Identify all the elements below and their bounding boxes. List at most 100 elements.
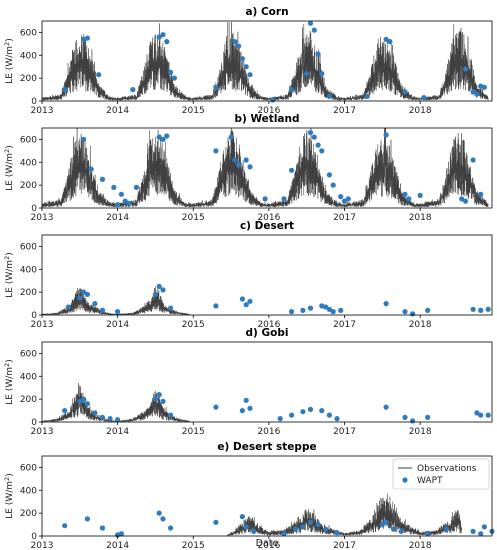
wapt-point: [262, 196, 268, 202]
wapt-point: [156, 34, 162, 40]
wapt-point: [326, 412, 332, 418]
wapt-point: [323, 526, 329, 532]
legend: Observations WAPT: [392, 458, 490, 490]
wapt-point: [289, 87, 295, 93]
wapt-point: [92, 410, 98, 416]
wapt-point: [478, 412, 484, 418]
observations-line: [42, 286, 190, 315]
y-tick-label: 0: [31, 532, 37, 542]
x-tick-label: 2018: [409, 213, 432, 223]
wapt-point: [334, 530, 340, 536]
wapt-point: [62, 408, 68, 414]
wapt-point: [326, 172, 332, 178]
y-axis-label: LE (W/m2): [3, 359, 15, 404]
wapt-point: [334, 416, 340, 422]
wapt-point: [126, 200, 132, 206]
wapt-point: [160, 287, 166, 293]
wapt-point: [338, 307, 344, 313]
wapt-point: [168, 525, 174, 531]
wapt-point: [425, 414, 431, 420]
wapt-point: [232, 157, 238, 163]
wapt-point: [402, 414, 408, 420]
y-tick-label: 200: [20, 509, 37, 519]
y-tick-label: 600: [20, 463, 37, 473]
wapt-point: [92, 301, 98, 307]
wapt-point: [62, 87, 68, 93]
wapt-point: [247, 72, 253, 78]
wapt-point: [470, 528, 476, 535]
y-tick-label: 400: [20, 486, 37, 496]
x-tick-label: 2015: [182, 320, 205, 330]
panel-1: a) Corn 0 200 400 600 2013 2014 2015 2016 2017 201…: [3, 6, 493, 116]
x-tick-label: 2016: [257, 320, 280, 330]
wapt-point: [168, 69, 174, 75]
wapt-point: [289, 309, 295, 315]
x-tick-label: 2014: [106, 320, 129, 330]
observations-line: [42, 22, 489, 101]
x-tick-label: 2018: [409, 541, 432, 550]
wapt-point: [425, 531, 431, 537]
wapt-point: [410, 418, 416, 424]
x-tick-label: 2017: [333, 320, 356, 330]
panel-2: b) Wetland 0 200 400 600 2013 2014 2015 2016 2017…: [3, 113, 493, 223]
wapt-point: [236, 162, 242, 168]
wapt-point: [383, 132, 389, 138]
y-axis-label: LE (W/m2): [3, 38, 15, 83]
wapt-point: [152, 291, 158, 297]
panel-3: c) Desert 0 200 400 600 2013 2014 2015 2016 2017 2…: [3, 220, 493, 330]
y-tick-label: 600: [20, 135, 37, 145]
wapt-point: [421, 95, 427, 101]
wapt-point: [88, 166, 94, 172]
wapt-point: [156, 283, 162, 289]
wapt-point: [307, 130, 314, 136]
wapt-point: [300, 307, 306, 313]
x-tick-label: 2018: [409, 106, 432, 116]
wapt-point: [315, 142, 321, 148]
wapt-point: [251, 528, 257, 535]
wapt-point: [330, 309, 336, 315]
wapt-point: [315, 522, 321, 528]
wapt-point: [84, 291, 90, 297]
x-tick-label: 2015: [182, 427, 205, 437]
wapt-point: [383, 36, 389, 42]
legend-wapt-swatch: [402, 477, 408, 483]
wapt-point: [474, 410, 480, 416]
wapt-point: [213, 519, 219, 525]
y-tick-label: 0: [31, 204, 37, 214]
x-tick-label: 2018: [409, 427, 432, 437]
wapt-point: [133, 184, 140, 190]
wapt-point: [410, 311, 416, 317]
wapt-point: [311, 134, 317, 140]
wapt-point: [239, 408, 245, 414]
y-tick-label: 400: [20, 265, 37, 275]
wapt-point: [228, 134, 234, 140]
wapt-point: [459, 196, 465, 202]
x-axis-label: Date: [256, 538, 279, 549]
wapt-point: [81, 396, 87, 402]
wapt-point: [213, 404, 219, 410]
y-axis-label: LE (W/m2): [3, 473, 15, 518]
wapt-point: [383, 519, 389, 525]
wapt-point: [168, 305, 174, 311]
panel-5: e) Desert steppe 0 200 400 600 2013 2014 2015 20…: [3, 441, 495, 550]
wapt-point: [152, 396, 158, 402]
wapt-point: [478, 191, 484, 197]
wapt-point: [156, 510, 162, 516]
wapt-point: [99, 525, 106, 531]
wapt-point: [81, 289, 87, 295]
wapt-point: [444, 526, 450, 532]
wapt-point: [99, 307, 106, 313]
x-tick-label: 2016: [257, 213, 280, 223]
wapt-point: [281, 531, 287, 537]
wapt-point: [323, 304, 329, 310]
wapt-point: [462, 66, 469, 72]
wapt-point: [65, 304, 72, 310]
panel-title: e) Desert steppe: [217, 441, 316, 453]
wapt-point: [289, 167, 295, 173]
wapt-point: [330, 182, 336, 188]
y-axis-label: LE (W/m2): [3, 252, 15, 297]
wapt-point: [481, 524, 487, 530]
wapt-point: [300, 409, 306, 415]
x-tick-label: 2016: [257, 541, 280, 550]
